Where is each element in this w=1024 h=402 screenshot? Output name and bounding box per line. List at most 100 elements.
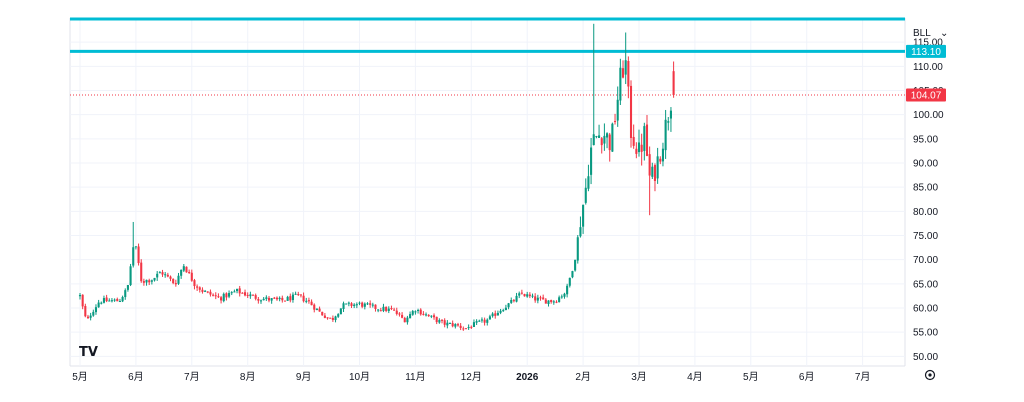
candle-body — [387, 308, 390, 311]
candle-body — [355, 304, 358, 306]
candle-body — [661, 148, 665, 162]
candle-body — [563, 293, 566, 297]
candle-body — [555, 301, 558, 303]
candle-body — [574, 259, 577, 271]
y-tick-label: 55.00 — [913, 328, 938, 339]
candle-body — [459, 325, 462, 328]
candle-body — [414, 311, 417, 313]
horizontal-line-price-label: 113.10 — [911, 47, 941, 58]
candle-body — [188, 272, 191, 274]
candle-body — [672, 71, 675, 95]
candle-body — [121, 297, 124, 302]
candle-body — [142, 281, 145, 283]
candle-body — [246, 294, 249, 296]
candle-body — [161, 272, 164, 275]
x-tick-label: 12月 — [461, 371, 482, 383]
candle-body — [621, 68, 625, 78]
y-tick-label: 80.00 — [913, 207, 938, 218]
candle-body — [278, 297, 281, 300]
candle-body — [595, 136, 598, 138]
candle-body — [558, 297, 561, 303]
candle-body — [651, 166, 654, 177]
candle-body — [643, 126, 646, 151]
candle-body — [100, 302, 103, 304]
candle-body — [169, 276, 172, 279]
tradingview-logo: TV — [79, 345, 98, 360]
candle-body — [78, 295, 82, 297]
candle-body — [299, 294, 302, 296]
candle-body — [464, 328, 468, 330]
candle-body — [629, 85, 633, 139]
candle-body — [550, 299, 553, 303]
candle-body — [270, 298, 273, 301]
candle-body — [334, 316, 337, 320]
candle-body — [491, 313, 494, 317]
svg-text:TV: TV — [79, 345, 98, 360]
candles — [78, 23, 675, 331]
candle-body — [318, 308, 321, 312]
candle-body — [92, 311, 95, 316]
candle-body — [291, 294, 295, 301]
candle-body — [105, 297, 108, 302]
candle-body — [156, 273, 159, 278]
candle-body — [669, 110, 672, 119]
candle-body — [648, 154, 651, 176]
candle-body — [310, 301, 313, 306]
candle-body — [241, 292, 244, 294]
candle-body — [552, 301, 555, 303]
candle-body — [243, 292, 247, 296]
candle-body — [108, 300, 111, 302]
settings-gear-icon[interactable] — [924, 369, 936, 381]
candle-body — [137, 246, 140, 264]
candle-body — [204, 290, 207, 292]
x-tick-label: 4月 — [687, 371, 703, 383]
candle-body — [369, 303, 372, 305]
candle-body — [118, 301, 121, 303]
x-tick-label: 11月 — [405, 371, 425, 383]
candle-body — [432, 315, 436, 318]
candle-body — [81, 294, 84, 307]
candle-body — [424, 314, 428, 316]
candle-body — [393, 309, 396, 311]
horizontal-lines — [70, 17, 905, 96]
candle-body — [582, 204, 585, 227]
candle-body — [233, 291, 236, 293]
candle-body — [603, 135, 606, 144]
chevron-down-icon[interactable]: ⌄ — [940, 28, 948, 39]
candle-body — [286, 296, 289, 301]
candle-body — [185, 266, 188, 273]
candle-body — [419, 309, 422, 315]
candle-body — [510, 299, 513, 303]
candle-body — [339, 308, 342, 315]
x-tick-label: 2026 — [516, 372, 539, 383]
candle-body — [379, 310, 382, 312]
candle-body — [515, 295, 518, 302]
candle-body — [504, 307, 507, 311]
candle-body — [587, 176, 590, 189]
candle-body — [166, 274, 169, 277]
candle-body — [361, 302, 364, 307]
candle-body — [512, 300, 515, 302]
candle-body — [611, 123, 614, 152]
y-tick-label: 70.00 — [913, 255, 938, 266]
candle-body — [406, 317, 409, 323]
candle-body — [598, 135, 601, 138]
candle-body — [172, 279, 175, 284]
x-tick-label: 10月 — [349, 371, 370, 383]
candle-body — [566, 285, 569, 295]
candle-body — [220, 297, 223, 301]
candle-body — [281, 297, 284, 301]
candle-body — [606, 133, 609, 138]
candle-body — [110, 300, 113, 302]
candle-body — [417, 309, 420, 311]
symbol-label[interactable]: BLL — [913, 28, 931, 39]
candle-body — [209, 291, 212, 295]
candle-body — [371, 304, 374, 306]
y-tick-label: 110.00 — [913, 62, 943, 73]
candle-body — [222, 293, 225, 302]
candle-body — [377, 309, 380, 311]
candle-body — [398, 313, 401, 315]
candle-body — [531, 295, 534, 297]
candle-body — [526, 294, 529, 297]
